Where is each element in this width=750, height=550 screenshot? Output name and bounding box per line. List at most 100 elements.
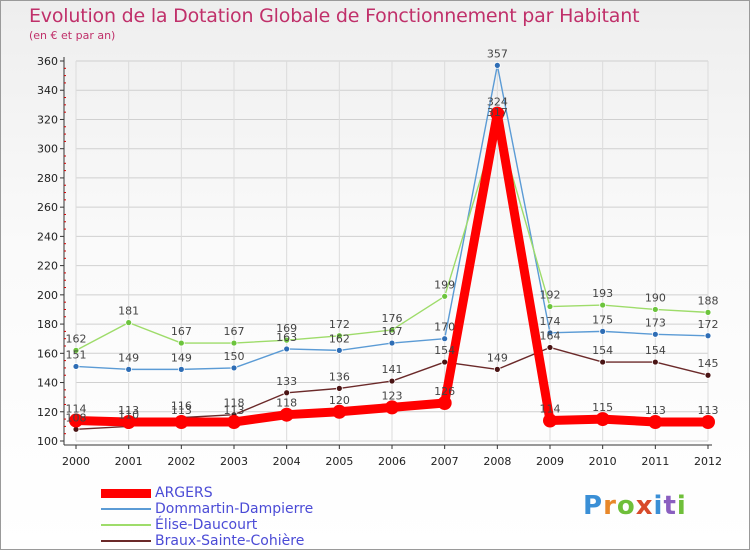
data-point — [651, 306, 659, 313]
data-label: 149 — [487, 351, 508, 364]
data-point — [125, 365, 133, 373]
data-label: 113 — [171, 404, 192, 417]
data-label: 167 — [224, 325, 245, 338]
data-point — [283, 345, 291, 353]
data-point — [125, 319, 133, 327]
y-tick-label: 120 — [37, 406, 58, 419]
series — [69, 61, 715, 433]
data-label: 114 — [540, 403, 561, 416]
data-label: 149 — [118, 351, 139, 364]
data-label: 113 — [698, 404, 719, 417]
data-label: 162 — [329, 332, 350, 345]
chart-title: Evolution de la Dotation Globale de Fonc… — [29, 5, 640, 27]
legend-swatch — [101, 489, 151, 498]
data-label: 324 — [487, 96, 508, 109]
data-point — [441, 335, 449, 343]
data-point — [283, 336, 291, 344]
data-point — [72, 363, 80, 370]
data-label: 164 — [540, 329, 561, 342]
proxiti-logo: Proxiti — [583, 491, 687, 521]
data-point — [704, 332, 712, 340]
data-label: 176 — [382, 312, 403, 325]
data-label: 154 — [645, 344, 666, 357]
logo-letter: o — [616, 491, 636, 521]
x-tick-label: 2005 — [325, 455, 353, 468]
data-label: 120 — [329, 394, 350, 407]
x-tick-label: 2011 — [641, 455, 669, 468]
data-point — [704, 371, 712, 379]
data-point — [332, 404, 347, 419]
data-label: 169 — [276, 322, 297, 335]
logo-letter: t — [663, 491, 677, 521]
data-label: 133 — [276, 375, 297, 388]
grid — [75, 60, 709, 442]
data-label: 181 — [118, 305, 139, 318]
data-point — [651, 330, 659, 338]
data-label: 199 — [434, 278, 455, 291]
data-point — [599, 301, 607, 309]
data-point — [441, 358, 449, 366]
data-point — [279, 407, 294, 422]
data-point — [227, 415, 241, 429]
data-point — [385, 400, 399, 415]
data-label: 151 — [66, 348, 87, 361]
y-tick-label: 360 — [37, 55, 58, 68]
y-tick-label: 140 — [37, 377, 58, 390]
y-tick-label: 220 — [37, 260, 58, 273]
x-tick-label: 2004 — [273, 455, 301, 468]
legend-swatch — [101, 508, 151, 510]
data-point — [543, 413, 557, 428]
data-label: 167 — [171, 325, 192, 338]
data-point — [546, 303, 554, 310]
data-label: 167 — [382, 325, 403, 338]
logo-letter: x — [635, 491, 654, 521]
data-label: 154 — [434, 344, 455, 357]
data-point — [437, 396, 452, 410]
data-label: 113 — [645, 404, 666, 417]
data-point — [69, 413, 83, 428]
data-point — [599, 327, 607, 335]
x-tick-label: 2006 — [378, 455, 406, 468]
x-tick-label: 2008 — [483, 455, 511, 468]
data-point — [493, 61, 501, 69]
data-label: 192 — [540, 289, 561, 302]
data-label: 357 — [487, 47, 508, 60]
data-point — [177, 365, 185, 373]
data-point — [546, 329, 554, 337]
data-point — [388, 339, 396, 347]
x-tick-label: 2010 — [589, 455, 617, 468]
data-point — [648, 415, 663, 429]
logo-letter: i — [676, 491, 687, 521]
data-point — [651, 358, 659, 366]
data-label: 163 — [276, 331, 297, 344]
data-label: 162 — [66, 332, 87, 345]
y-tick-label: 320 — [37, 113, 58, 126]
data-point — [177, 339, 185, 347]
legend-label: Braux-Sainte-Cohière — [155, 533, 305, 549]
legend-swatch — [101, 524, 151, 526]
logo-letter: i — [653, 491, 664, 521]
data-label: 113 — [224, 404, 245, 417]
legend-swatch — [101, 540, 151, 542]
data-label: 170 — [434, 321, 455, 334]
logo-letter: P — [583, 491, 604, 521]
data-point — [595, 412, 610, 427]
data-label: 116 — [171, 400, 192, 413]
legend-label: ARGERS — [155, 485, 213, 501]
data-label: 172 — [698, 318, 719, 331]
y-tick-label: 240 — [37, 230, 58, 243]
data-point — [335, 384, 343, 392]
data-label: 150 — [224, 350, 245, 363]
data-label: 118 — [224, 397, 245, 410]
legend-label: Élise-Daucourt — [155, 517, 258, 533]
x-tick-label: 2003 — [220, 455, 248, 468]
y-tick-label: 280 — [37, 172, 58, 185]
data-point — [335, 346, 343, 354]
axes: 100 120 140 160 180 200 220 240 260 280 300 320 340 3… — [37, 55, 722, 468]
x-tick-label: 2009 — [536, 455, 564, 468]
data-label: 118 — [276, 397, 297, 410]
y-tick-label: 180 — [37, 318, 58, 331]
data-label: 145 — [698, 357, 719, 370]
